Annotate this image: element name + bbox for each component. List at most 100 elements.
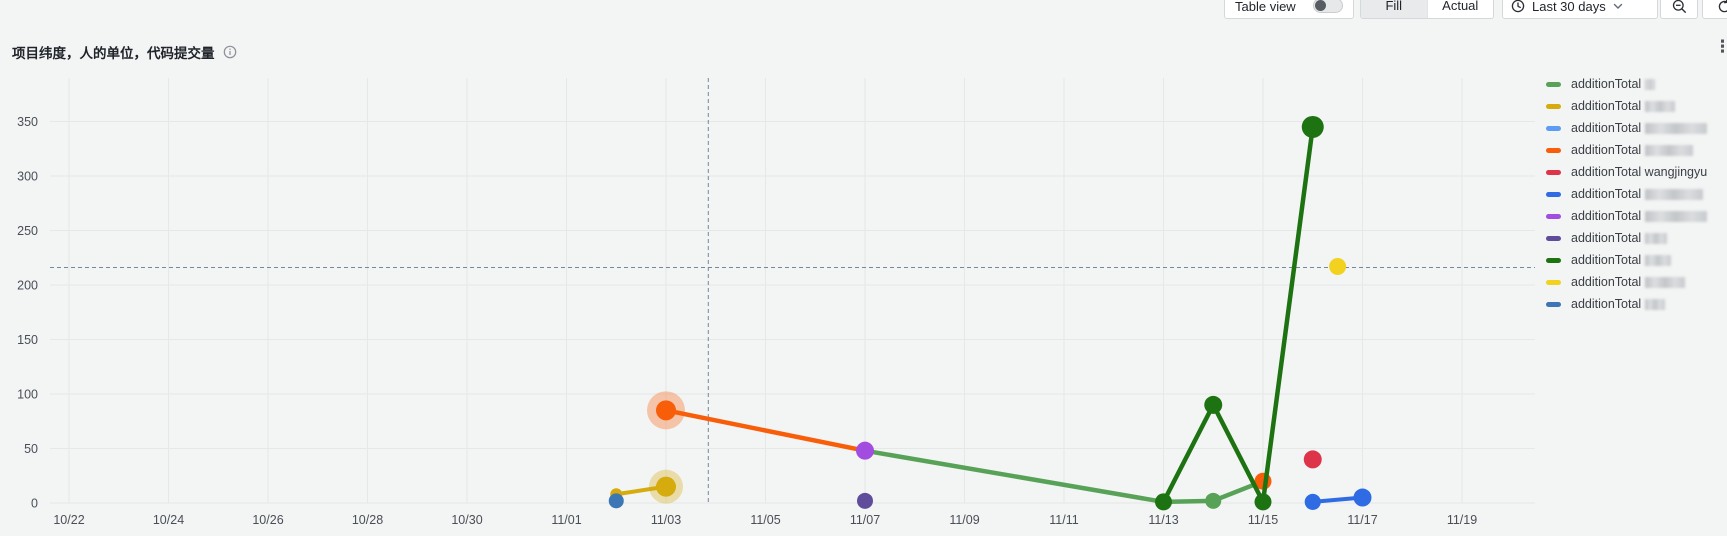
- data-point[interactable]: [1302, 116, 1324, 138]
- legend-label: additionTotal: [1571, 187, 1641, 201]
- legend-swatch: [1546, 170, 1561, 175]
- y-axis-tick-label: 250: [17, 224, 38, 238]
- legend-item[interactable]: additionTotal: [1546, 208, 1707, 224]
- y-axis-tick-label: 50: [24, 442, 38, 456]
- toggle-switch[interactable]: [1313, 0, 1343, 13]
- legend-item[interactable]: additionTotal: [1546, 274, 1685, 290]
- legend-swatch: [1546, 236, 1561, 241]
- legend-label: additionTotal: [1571, 121, 1641, 135]
- x-axis-tick-label: 10/28: [352, 513, 383, 527]
- legend-item[interactable]: additionTotal: [1546, 142, 1693, 158]
- x-axis-tick-label: 11/03: [651, 513, 681, 527]
- redacted-username: [1645, 255, 1671, 266]
- legend-item[interactable]: additionTotal wangjingyu: [1546, 164, 1707, 180]
- legend-swatch: [1546, 258, 1561, 263]
- x-axis-tick-label: 11/05: [750, 513, 780, 527]
- data-point[interactable]: [1205, 493, 1221, 509]
- legend-item[interactable]: additionTotal: [1546, 120, 1707, 136]
- clock-icon: [1511, 0, 1525, 13]
- x-axis-tick-label: 11/15: [1248, 513, 1278, 527]
- legend-label: additionTotal: [1571, 231, 1641, 245]
- table-view-control[interactable]: Table view: [1224, 0, 1354, 19]
- data-point[interactable]: [1155, 493, 1172, 510]
- fill-actual-segmented: Fill Actual: [1360, 0, 1494, 19]
- x-axis-tick-label: 11/17: [1347, 513, 1377, 527]
- legend-item[interactable]: additionTotal: [1546, 252, 1671, 268]
- redacted-username: [1645, 101, 1675, 112]
- legend-swatch: [1546, 214, 1561, 219]
- legend-label: additionTotal: [1571, 143, 1641, 157]
- chevron-down-icon: [1613, 2, 1623, 14]
- zoom-out-icon: [1672, 0, 1687, 14]
- y-axis-tick-label: 200: [17, 279, 38, 293]
- legend-item[interactable]: additionTotal: [1546, 230, 1667, 246]
- chart-legend: additionTotal additionTotal additionTotal a…: [1546, 0, 1727, 531]
- data-point[interactable]: [857, 493, 873, 509]
- legend-label: additionTotal: [1571, 297, 1641, 311]
- data-point[interactable]: [656, 477, 676, 497]
- y-axis-tick-label: 150: [17, 333, 38, 347]
- x-axis-tick-label: 11/07: [850, 513, 880, 527]
- x-axis-tick-label: 11/01: [551, 513, 581, 527]
- data-point[interactable]: [1255, 493, 1272, 510]
- y-axis-tick-label: 0: [31, 497, 38, 511]
- legend-item[interactable]: additionTotal: [1546, 296, 1665, 312]
- redacted-username: [1645, 277, 1685, 288]
- data-point[interactable]: [1329, 258, 1346, 275]
- legend-item[interactable]: additionTotal: [1546, 186, 1703, 202]
- kebab-menu-icon[interactable]: ⋮: [1714, 38, 1727, 56]
- zoom-out-button[interactable]: [1660, 0, 1698, 19]
- legend-swatch: [1546, 280, 1561, 285]
- legend-swatch: [1546, 302, 1561, 307]
- page-title: 项目纬度，人的单位，代码提交量: [12, 42, 215, 62]
- legend-item[interactable]: additionTotal: [1546, 98, 1675, 114]
- legend-swatch: [1546, 82, 1561, 87]
- redacted-username: [1645, 233, 1667, 244]
- x-axis-tick-label: 10/22: [53, 513, 84, 527]
- y-axis-tick-label: 300: [17, 170, 38, 184]
- x-axis-tick-label: 11/13: [1148, 513, 1178, 527]
- data-point[interactable]: [656, 400, 676, 420]
- date-range-label: Last 30 days: [1532, 0, 1606, 14]
- x-axis-tick-label: 11/11: [1049, 513, 1078, 527]
- data-point[interactable]: [1304, 450, 1322, 468]
- fill-button[interactable]: Fill: [1361, 0, 1427, 18]
- refresh-button[interactable]: [1702, 0, 1727, 19]
- y-axis-tick-label: 350: [17, 115, 38, 129]
- data-point[interactable]: [1204, 396, 1222, 414]
- x-axis-tick-label: 11/19: [1447, 513, 1477, 527]
- legend-swatch: [1546, 126, 1561, 131]
- x-axis-tick-label: 10/30: [451, 513, 482, 527]
- legend-label: additionTotal: [1571, 275, 1641, 289]
- legend-label: additionTotal: [1571, 99, 1641, 113]
- table-view-label: Table view: [1235, 0, 1296, 14]
- redacted-username: [1645, 79, 1655, 90]
- data-point[interactable]: [609, 493, 624, 508]
- data-point[interactable]: [1305, 494, 1321, 510]
- refresh-icon: [1717, 0, 1727, 14]
- redacted-username: [1645, 189, 1703, 200]
- legend-swatch: [1546, 192, 1561, 197]
- legend-label: additionTotal wangjingyu: [1571, 165, 1707, 179]
- legend-label: additionTotal: [1571, 253, 1641, 267]
- redacted-username: [1645, 145, 1693, 156]
- y-axis-tick-label: 100: [17, 388, 38, 402]
- legend-item[interactable]: additionTotal: [1546, 76, 1655, 92]
- info-icon[interactable]: [223, 45, 237, 59]
- data-point[interactable]: [1354, 489, 1372, 507]
- toggle-knob: [1315, 0, 1326, 11]
- legend-label: additionTotal: [1571, 77, 1641, 91]
- chart-title-row: 项目纬度，人的单位，代码提交量: [12, 42, 237, 62]
- x-axis-tick-label: 10/26: [252, 513, 283, 527]
- legend-label: additionTotal: [1571, 209, 1641, 223]
- redacted-username: [1645, 299, 1665, 310]
- x-axis-tick-label: 11/09: [949, 513, 979, 527]
- redacted-username: [1645, 211, 1707, 222]
- redacted-username: [1645, 123, 1707, 134]
- actual-button[interactable]: Actual: [1427, 0, 1494, 18]
- data-point[interactable]: [856, 442, 874, 460]
- date-range-button[interactable]: Last 30 days: [1502, 0, 1658, 19]
